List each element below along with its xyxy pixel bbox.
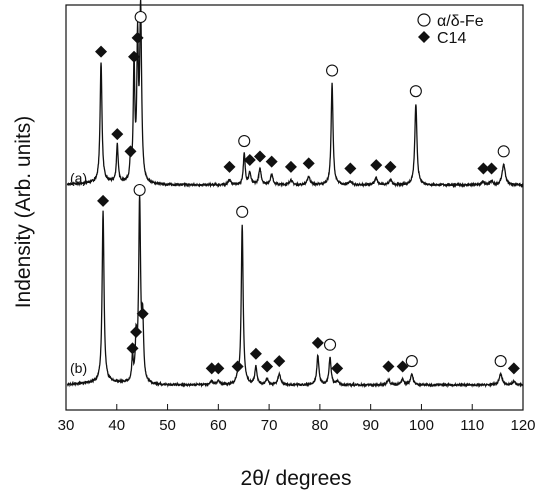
c14-marker: [95, 45, 108, 58]
c14-marker: [344, 162, 357, 175]
x-tick-label: 80: [312, 417, 329, 434]
x-tick-label: 50: [159, 417, 176, 434]
c14-marker: [130, 325, 143, 338]
c14-marker: [273, 355, 286, 368]
x-tick-label: 60: [210, 417, 227, 434]
c14-marker: [136, 307, 149, 320]
c14-marker: [507, 362, 520, 375]
c14-marker: [485, 162, 498, 175]
c14-marker: [253, 150, 266, 163]
series-label-a: (a): [70, 170, 87, 186]
legend-fe-marker: [417, 13, 431, 27]
c14-marker: [302, 157, 315, 170]
fe-marker: [326, 64, 339, 77]
x-tick-label: 100: [409, 417, 434, 434]
c14-marker: [477, 162, 490, 175]
fe-marker: [323, 338, 337, 351]
fe-marker: [494, 355, 507, 368]
c14-marker: [382, 360, 395, 373]
series-layer: [66, 0, 524, 389]
c14-marker: [205, 362, 218, 375]
tick-layer: 30 40 50 60 70 80 90 100 110 120: [58, 404, 536, 434]
series-label-b: (b): [70, 360, 87, 376]
fe-marker: [133, 183, 146, 197]
x-tick-label: 90: [362, 417, 379, 434]
series-line-b: [66, 193, 524, 389]
legend-c14-marker: [418, 31, 430, 43]
c14-marker: [331, 362, 344, 375]
series-line-a: [66, 0, 524, 189]
c14-marker: [396, 360, 409, 373]
x-tick-label: 70: [261, 417, 278, 434]
c14-marker: [249, 347, 262, 360]
x-tick-label: 40: [108, 417, 125, 434]
c14-marker: [223, 160, 236, 173]
c14-marker: [231, 360, 244, 373]
plot-frame: [65, 4, 524, 411]
fe-marker: [409, 85, 422, 98]
fe-marker: [238, 134, 251, 148]
c14-marker: [111, 128, 124, 141]
marker-layer: [95, 10, 520, 375]
fe-marker: [134, 10, 147, 24]
c14-marker: [126, 342, 139, 355]
c14-marker: [261, 360, 274, 373]
x-tick-label: 30: [58, 417, 75, 434]
fe-marker: [236, 205, 249, 218]
legend-fe-label: α/δ-Fe: [437, 13, 484, 30]
fe-marker: [405, 355, 418, 368]
legend-c14-label: C14: [437, 30, 466, 47]
c14-marker: [124, 145, 137, 158]
c14-marker: [370, 159, 383, 172]
c14-marker: [265, 155, 278, 168]
y-axis-label: Indensity (Arb. units): [12, 116, 35, 309]
c14-marker: [284, 160, 297, 173]
x-tick-label: 110: [460, 417, 484, 434]
c14-marker: [128, 50, 141, 63]
c14-marker: [243, 153, 256, 166]
fe-marker: [497, 145, 510, 158]
x-axis-label: 2θ/ degrees: [241, 467, 352, 490]
x-tick-label: 120: [510, 417, 535, 434]
c14-marker: [384, 160, 397, 173]
c14-marker: [97, 194, 110, 207]
c14-marker: [311, 336, 324, 349]
c14-marker: [131, 31, 144, 44]
c14-marker: [212, 362, 225, 375]
legend: α/δ-Fe C14: [417, 13, 484, 47]
